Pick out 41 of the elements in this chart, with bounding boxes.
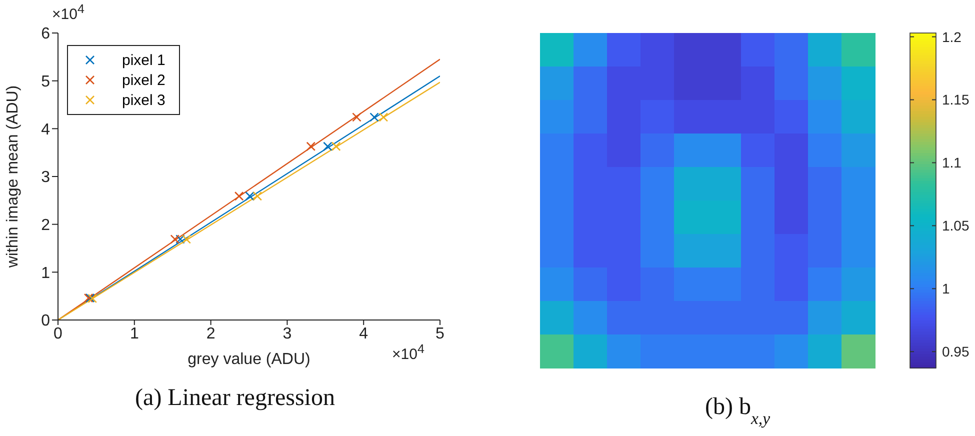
- point: [88, 294, 98, 304]
- color-bar-label: 1.05: [942, 218, 970, 234]
- y-tick-label: 5: [41, 74, 50, 91]
- color-bar-label: 0.95: [942, 344, 970, 360]
- y-tick-label: 2: [41, 217, 50, 234]
- legend-label: pixel 2: [122, 72, 166, 88]
- point: [182, 234, 191, 244]
- point: [306, 142, 316, 152]
- point: [370, 112, 379, 122]
- text: ×10$^{4}$: [392, 342, 424, 363]
- text: (a) Linear regression: [134, 385, 336, 412]
- y-tick-label: 0: [41, 312, 50, 330]
- text: (b) b$_{x,y}$: [704, 394, 771, 428]
- y-tick-label: 3: [41, 169, 50, 186]
- legend-label: pixel 1: [122, 52, 166, 68]
- color-bar-label: 1: [942, 280, 950, 297]
- x-tick-label: 2: [206, 325, 216, 342]
- x-tick-label: 1: [130, 325, 139, 342]
- point: [378, 112, 388, 122]
- legend-label: pixel 3: [122, 92, 166, 108]
- point: [176, 234, 185, 244]
- point: [323, 142, 332, 152]
- y-tick-label: 1: [41, 264, 50, 282]
- point: [252, 191, 262, 201]
- color-bar-label: 1.1: [942, 154, 962, 171]
- point: [234, 191, 244, 201]
- point: [170, 234, 180, 244]
- x-tick-label: 3: [282, 325, 292, 342]
- x-tick-label: 0: [54, 325, 63, 342]
- text: ×10$^{4}$: [52, 2, 84, 23]
- y-axis-title: within image mean (ADU): [4, 85, 22, 269]
- point: [245, 191, 254, 201]
- y-tick-label: 6: [41, 26, 50, 43]
- color-bar-label: 1.2: [942, 28, 962, 45]
- x-tick-label: 5: [436, 325, 445, 342]
- y-tick-label: 4: [41, 121, 50, 138]
- point: [331, 142, 341, 152]
- x-tick-label: 4: [359, 325, 368, 342]
- x-axis-title: grey value (ADU): [188, 351, 310, 368]
- point: [352, 112, 362, 122]
- color-bar-label: 1.15: [942, 92, 970, 108]
